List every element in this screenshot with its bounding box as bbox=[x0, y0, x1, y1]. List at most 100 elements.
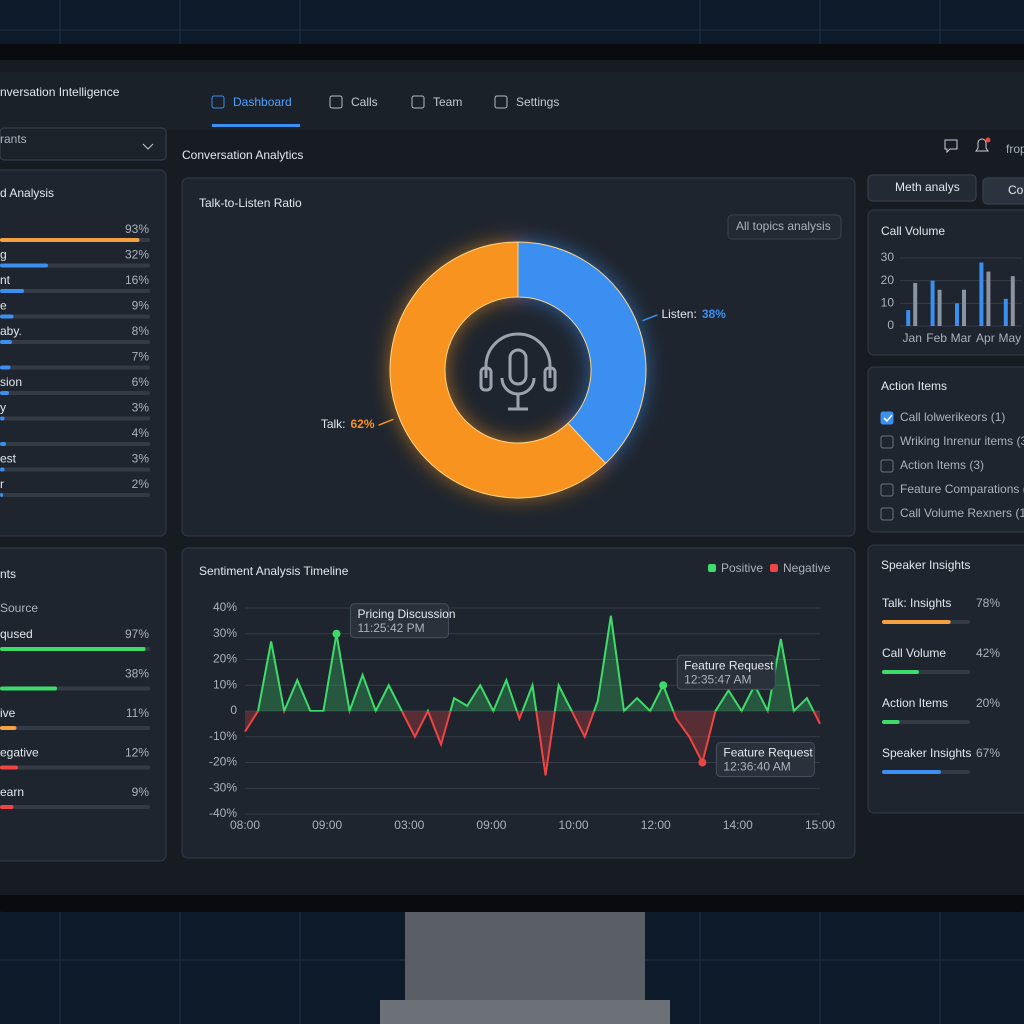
toolbar-button[interactable] bbox=[982, 177, 1024, 205]
nav-icon[interactable] bbox=[494, 95, 508, 109]
bar bbox=[937, 289, 942, 326]
action-item-label: Wriking Inrenur items (3) bbox=[900, 434, 1024, 448]
bar-track bbox=[0, 289, 150, 293]
leader-line bbox=[642, 314, 658, 322]
bar-track bbox=[0, 493, 150, 497]
progress-bar bbox=[0, 238, 140, 242]
action-items-panel bbox=[867, 366, 1024, 533]
progress-bar bbox=[0, 365, 11, 370]
x-tick-label: Jan bbox=[903, 331, 922, 345]
item-value: 16% bbox=[125, 273, 149, 287]
bar-track bbox=[0, 391, 150, 395]
item-value: 8% bbox=[132, 324, 150, 338]
checkbox[interactable] bbox=[880, 411, 894, 425]
bar-track bbox=[0, 467, 150, 472]
checkmark bbox=[883, 414, 893, 423]
action-item-label: Call Volume Rexners (1) bbox=[900, 506, 1024, 520]
item-value: 9% bbox=[132, 785, 150, 799]
nav-icon[interactable] bbox=[411, 95, 425, 109]
nav-icon[interactable] bbox=[329, 95, 343, 109]
action-item-label: Call lolwerikeors (1) bbox=[900, 410, 1005, 424]
panel-title: nts bbox=[0, 567, 16, 581]
checkbox[interactable] bbox=[880, 459, 894, 473]
donut-slice bbox=[517, 241, 647, 465]
user-name[interactable]: fropi bbox=[1006, 142, 1024, 156]
dropdown-chevron bbox=[142, 143, 154, 150]
nav-icon[interactable] bbox=[211, 95, 225, 109]
slice-label: Talk: 62% bbox=[321, 417, 375, 431]
checkbox[interactable] bbox=[880, 435, 894, 449]
leader-line bbox=[378, 418, 394, 426]
slice-value: 38% bbox=[702, 307, 726, 321]
item-label: r bbox=[0, 477, 4, 491]
item-label: g bbox=[0, 248, 7, 262]
y-tick-label: -40% bbox=[209, 806, 237, 820]
y-tick-label: 0 bbox=[230, 703, 237, 717]
nav-item[interactable]: Settings bbox=[516, 95, 559, 109]
y-tick-label: 30 bbox=[881, 250, 895, 264]
item-value: 7% bbox=[132, 350, 150, 364]
progress-bar bbox=[0, 467, 5, 472]
annotation-time: 12:35:47 AM bbox=[684, 672, 751, 686]
item-value: 20% bbox=[976, 696, 1000, 710]
nav-item[interactable]: Team bbox=[433, 95, 462, 109]
item-value: 42% bbox=[976, 646, 1000, 660]
toolbar-dropdown-label: Meth analys bbox=[895, 180, 960, 194]
progress-bar bbox=[882, 670, 919, 674]
toolbar-dropdown[interactable] bbox=[867, 174, 977, 202]
filter-label: rants bbox=[0, 132, 27, 146]
ratio-dropdown[interactable] bbox=[727, 214, 842, 240]
app-title: nversation Intelligence bbox=[0, 85, 120, 99]
item-label: Speaker Insights bbox=[882, 746, 971, 760]
x-tick-label: 09:00 bbox=[312, 818, 342, 832]
y-tick-label: 10 bbox=[881, 296, 895, 310]
item-label: Call Volume bbox=[882, 646, 946, 660]
bar bbox=[986, 271, 991, 326]
item-value: 9% bbox=[132, 299, 150, 313]
mic-icon bbox=[479, 332, 557, 411]
item-value: 97% bbox=[125, 627, 149, 641]
annotation-title: Pricing Discussion bbox=[357, 607, 455, 621]
progress-bar bbox=[0, 647, 146, 651]
bar-track bbox=[0, 416, 150, 421]
x-tick-label: Feb bbox=[926, 331, 947, 345]
item-label: y bbox=[0, 401, 6, 415]
filter-dropdown[interactable] bbox=[0, 127, 167, 161]
slice-label: Listen: 38% bbox=[661, 307, 726, 321]
item-value: 4% bbox=[132, 426, 150, 440]
progress-bar bbox=[882, 770, 941, 774]
chat-icon[interactable] bbox=[944, 139, 958, 154]
nav-item[interactable]: Calls bbox=[351, 95, 378, 109]
checkbox[interactable] bbox=[880, 507, 894, 521]
item-value: 67% bbox=[976, 746, 1000, 760]
annotation-box bbox=[715, 742, 815, 777]
y-tick-label: 0 bbox=[887, 318, 894, 332]
x-tick-label: 12:00 bbox=[641, 818, 671, 832]
nav-item[interactable]: Dashboard bbox=[233, 95, 292, 109]
bell-icon[interactable] bbox=[975, 138, 989, 152]
item-label: est bbox=[0, 452, 17, 466]
progress-bar bbox=[0, 340, 12, 344]
progress-bar bbox=[0, 686, 57, 691]
bar-track bbox=[0, 726, 150, 730]
panel-subtitle: Source bbox=[0, 601, 38, 615]
y-tick-label: -30% bbox=[209, 780, 237, 794]
slice-name: Talk: bbox=[321, 417, 346, 431]
notification-dot bbox=[985, 137, 991, 143]
item-value: 38% bbox=[125, 667, 149, 681]
page-title: Conversation Analytics bbox=[182, 148, 303, 162]
x-tick-label: 15:00 bbox=[805, 818, 835, 832]
bar bbox=[955, 303, 959, 326]
progress-bar bbox=[0, 765, 18, 770]
panel-title: Sentiment Analysis Timeline bbox=[199, 564, 349, 578]
speaker-panel bbox=[867, 544, 1024, 814]
item-label: qused bbox=[0, 627, 33, 641]
checkbox[interactable] bbox=[880, 483, 894, 497]
bar bbox=[1010, 276, 1015, 326]
x-tick-label: May bbox=[998, 331, 1021, 345]
bar bbox=[1003, 298, 1008, 326]
bar bbox=[962, 289, 966, 326]
progress-bar bbox=[882, 720, 900, 724]
annotation-time: 11:25:42 PM bbox=[357, 621, 424, 635]
